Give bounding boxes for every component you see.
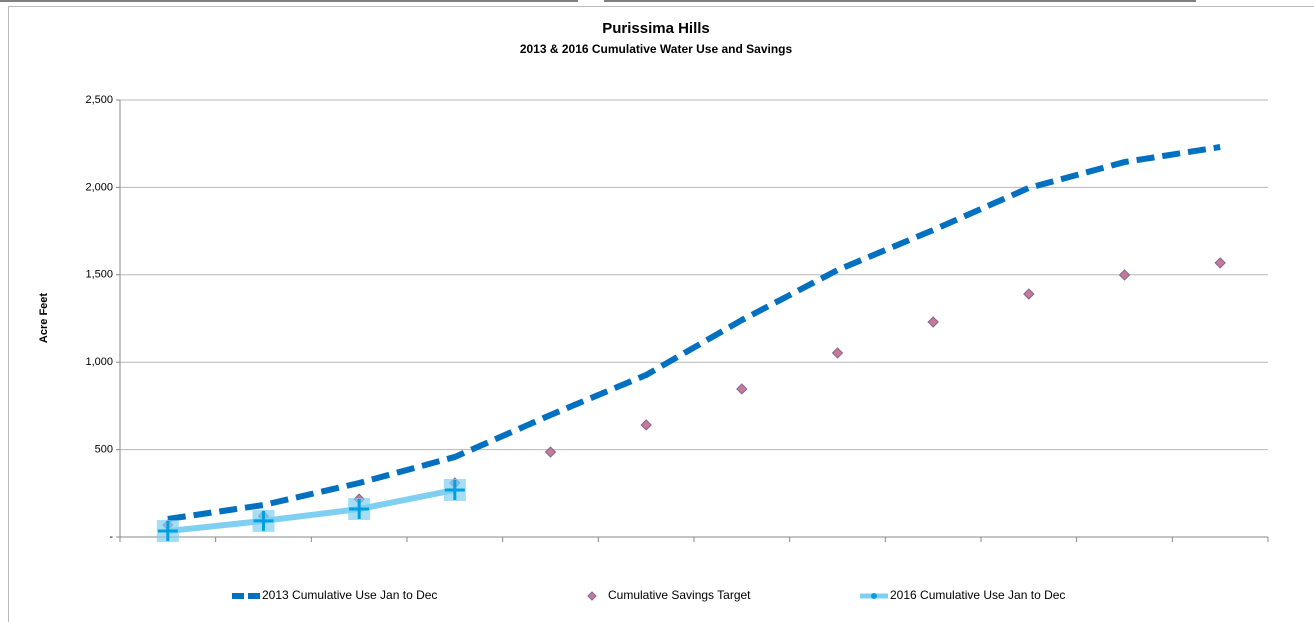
marker-cross [444,479,465,500]
y-tick-label: 1,500 [85,269,113,281]
chart-subtitle: 2013 & 2016 Cumulative Water Use and Sav… [520,42,793,56]
y-tick-label: - [109,531,113,543]
legend-swatch [871,593,877,599]
marker-cross [253,510,274,531]
y-tick-label: 2,500 [85,94,113,106]
data-point [736,383,748,395]
data-point [443,478,466,501]
data-point [640,419,652,431]
data-point [156,520,179,543]
data-point [1214,257,1226,269]
legend-label: 2016 Cumulative Use Jan to Dec [890,588,1065,602]
legend-label: Cumulative Savings Target [608,588,751,602]
y-tick-label: 500 [95,444,113,456]
data-point [1023,288,1035,300]
chart-border [8,6,1314,622]
marker-cross [157,521,178,542]
data-point [927,316,939,328]
marker-cross [349,499,370,520]
legend-swatch [587,591,597,601]
y-tick-label: 1,000 [85,356,113,368]
y-axis-title: Acre Feet [38,293,50,343]
legend-label: 2013 Cumulative Use Jan to Dec [262,588,437,602]
y-tick-label: 2,000 [85,181,113,193]
data-point [348,498,371,521]
series-line [167,144,1221,522]
series-line [167,487,456,535]
data-point [1118,269,1131,281]
data-point [831,347,844,359]
data-point [544,446,557,458]
chart-title: Purissima Hills [602,20,710,37]
data-point [252,509,275,532]
